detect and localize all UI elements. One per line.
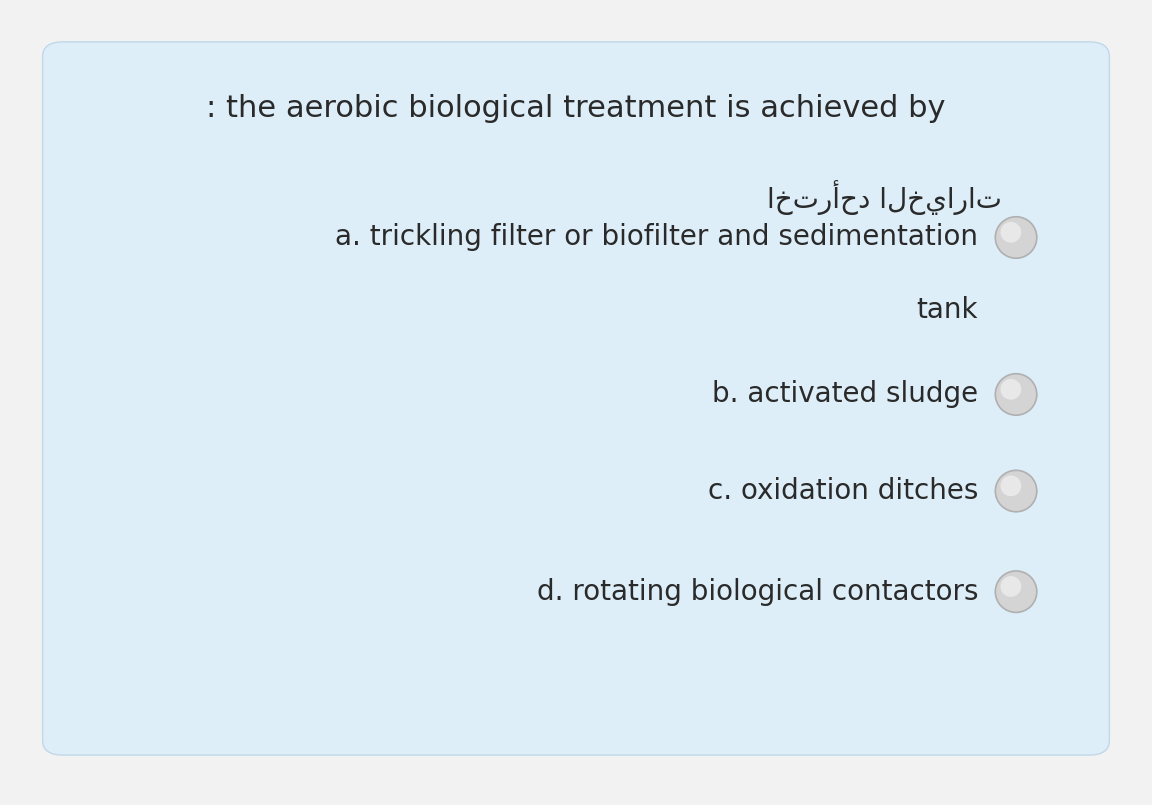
Ellipse shape bbox=[1000, 222, 1022, 242]
Text: tank: tank bbox=[917, 296, 978, 324]
Text: c. oxidation ditches: c. oxidation ditches bbox=[707, 477, 978, 505]
Text: b. activated sludge: b. activated sludge bbox=[712, 381, 978, 408]
Ellipse shape bbox=[1000, 379, 1022, 399]
Ellipse shape bbox=[1000, 476, 1022, 496]
Ellipse shape bbox=[1000, 576, 1022, 597]
Ellipse shape bbox=[995, 217, 1037, 258]
FancyBboxPatch shape bbox=[43, 42, 1109, 755]
Ellipse shape bbox=[995, 374, 1037, 415]
Text: a. trickling filter or biofilter and sedimentation: a. trickling filter or biofilter and sed… bbox=[335, 224, 978, 251]
Text: اخترأحد الخيارات: اخترأحد الخيارات bbox=[767, 180, 1002, 215]
Ellipse shape bbox=[995, 470, 1037, 512]
Text: : the aerobic biological treatment is achieved by: : the aerobic biological treatment is ac… bbox=[206, 94, 946, 123]
Text: d. rotating biological contactors: d. rotating biological contactors bbox=[537, 578, 978, 605]
Ellipse shape bbox=[995, 571, 1037, 613]
